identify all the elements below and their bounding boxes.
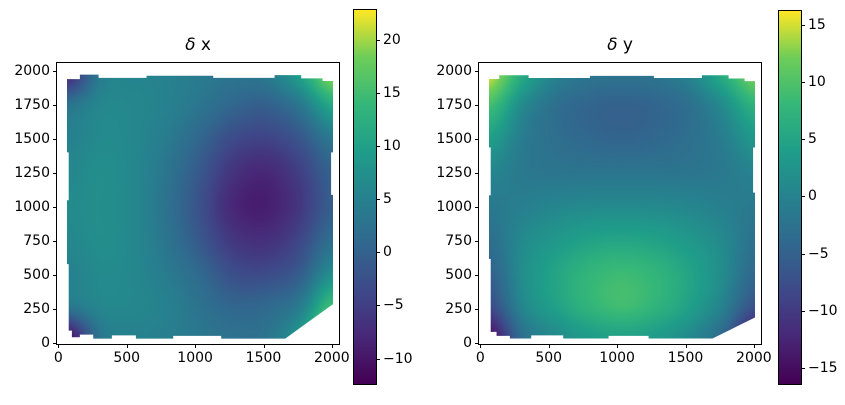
y-tick-label: 0 [41,334,50,351]
title-axis-letter: x [195,35,211,55]
y-tick-label: 250 [23,300,50,317]
y-tick-label: 500 [23,266,50,283]
colorbar-tick-label: −10 [383,350,413,367]
y-tick-label: 1500 [436,131,472,148]
y-tick-label: 0 [463,334,472,351]
heatmap-delta-x [66,74,334,339]
x-tick-mark [685,344,687,348]
y-tick-mark [475,172,479,174]
colorbar-tick-mark [801,24,805,26]
colorbar-tick-label: 0 [808,188,817,205]
y-tick-label: 1500 [14,131,50,148]
y-tick-mark [53,342,57,344]
y-tick-mark [475,308,479,310]
heatmap-delta-y [488,75,756,339]
y-tick-label: 1250 [14,164,50,181]
y-tick-label: 1000 [436,198,472,215]
x-tick-mark [126,344,128,348]
y-tick-mark [53,139,57,141]
colorbar-tick-label: 5 [808,131,817,148]
plot-title-delta-y: δ y [479,35,761,55]
y-tick-label: 1750 [14,97,50,114]
y-tick-label: 1000 [14,198,50,215]
x-tick-label: 2000 [314,350,350,366]
colorbar-tick-mark [376,92,380,94]
x-tick-mark [331,344,333,348]
colorbar-tick-mark [376,358,380,360]
y-tick-mark [53,172,57,174]
y-tick-mark [53,206,57,208]
colorbar-tick-mark [801,139,805,141]
axes-panel-delta-y: δ y 0 500 1000 1500 2000 0 250 500 750 1000 1250 15… [436,35,771,366]
colorbar-tick-label: 20 [383,31,401,48]
y-tick-mark [475,71,479,73]
colorbar-tick-label: −15 [808,359,838,376]
x-tick-label: 1000 [177,350,213,366]
colorbar-tick-label: −5 [808,245,829,262]
colorbar-gradient-delta-x [354,10,376,384]
y-tick-mark [53,240,57,242]
x-tick-label: 500 [113,350,141,366]
colorbar-tick-mark [801,196,805,198]
colorbar-tick-mark [376,252,380,254]
title-axis-letter: y [617,35,633,55]
colorbar-tick-mark [376,146,380,147]
colorbar-tick-label: 10 [383,138,401,154]
colorbar-tick-mark [376,199,380,201]
y-tick-mark [53,308,57,310]
y-tick-label: 750 [23,232,50,249]
colorbar-tick-label: 15 [383,84,401,101]
colorbar-tick-label: −10 [808,302,838,319]
x-tick-label: 2000 [736,350,772,366]
colorbar-tick-mark [801,81,805,83]
colorbar-tick-mark [376,305,380,307]
x-tick-label: 0 [53,350,63,366]
x-tick-mark [753,344,755,348]
y-tick-mark [475,240,479,242]
x-tick-mark [480,344,482,348]
colorbar-tick-label: 0 [383,244,392,261]
x-tick-label: 1500 [667,350,704,366]
x-tick-label: 1500 [245,350,282,366]
y-tick-mark [53,274,57,276]
colorbar-tick-label: −5 [383,297,404,314]
x-tick-mark [263,344,265,348]
y-tick-mark [53,105,57,107]
x-tick-mark [195,344,197,348]
colorbar-gradient-delta-y [779,11,801,384]
y-tick-mark [475,206,479,208]
colorbar-tick-mark [801,367,805,369]
colorbar-delta-y: 15 10 5 0 −5 −10 −15 [778,10,838,385]
x-tick-label: 1000 [599,350,635,366]
title-delta-symbol: δ [185,35,196,55]
colorbar-tick-mark [801,253,805,255]
x-tick-mark [548,344,550,348]
y-tick-mark [475,105,479,107]
x-tick-mark [58,344,60,348]
y-tick-label: 2000 [14,63,50,80]
y-tick-label: 2000 [436,63,472,80]
x-tick-label: 500 [535,350,563,366]
y-tick-mark [53,71,57,73]
x-tick-label: 0 [475,350,485,366]
y-tick-label: 500 [445,266,472,283]
y-tick-label: 1750 [436,97,472,114]
colorbar-tick-label: 10 [808,73,826,90]
colorbar-tick-label: 5 [383,191,392,208]
y-tick-label: 1250 [436,164,472,181]
axes-panel-delta-x: δ x 0 500 1000 1500 2000 0 250 500 750 1000 1250 15… [14,35,349,366]
colorbar-tick-mark [376,39,380,41]
y-tick-mark [475,342,479,344]
colorbar-delta-x: 20 15 10 5 0 −5 −10 [353,9,413,385]
plot-title-delta-x: δ x [57,35,339,55]
y-tick-label: 250 [445,300,472,317]
y-tick-label: 750 [445,232,472,249]
x-tick-mark [617,344,619,348]
title-delta-symbol: δ [607,35,618,55]
colorbar-tick-mark [801,310,805,312]
y-tick-mark [475,274,479,276]
y-tick-mark [475,139,479,141]
colorbar-tick-label: 15 [808,16,826,33]
